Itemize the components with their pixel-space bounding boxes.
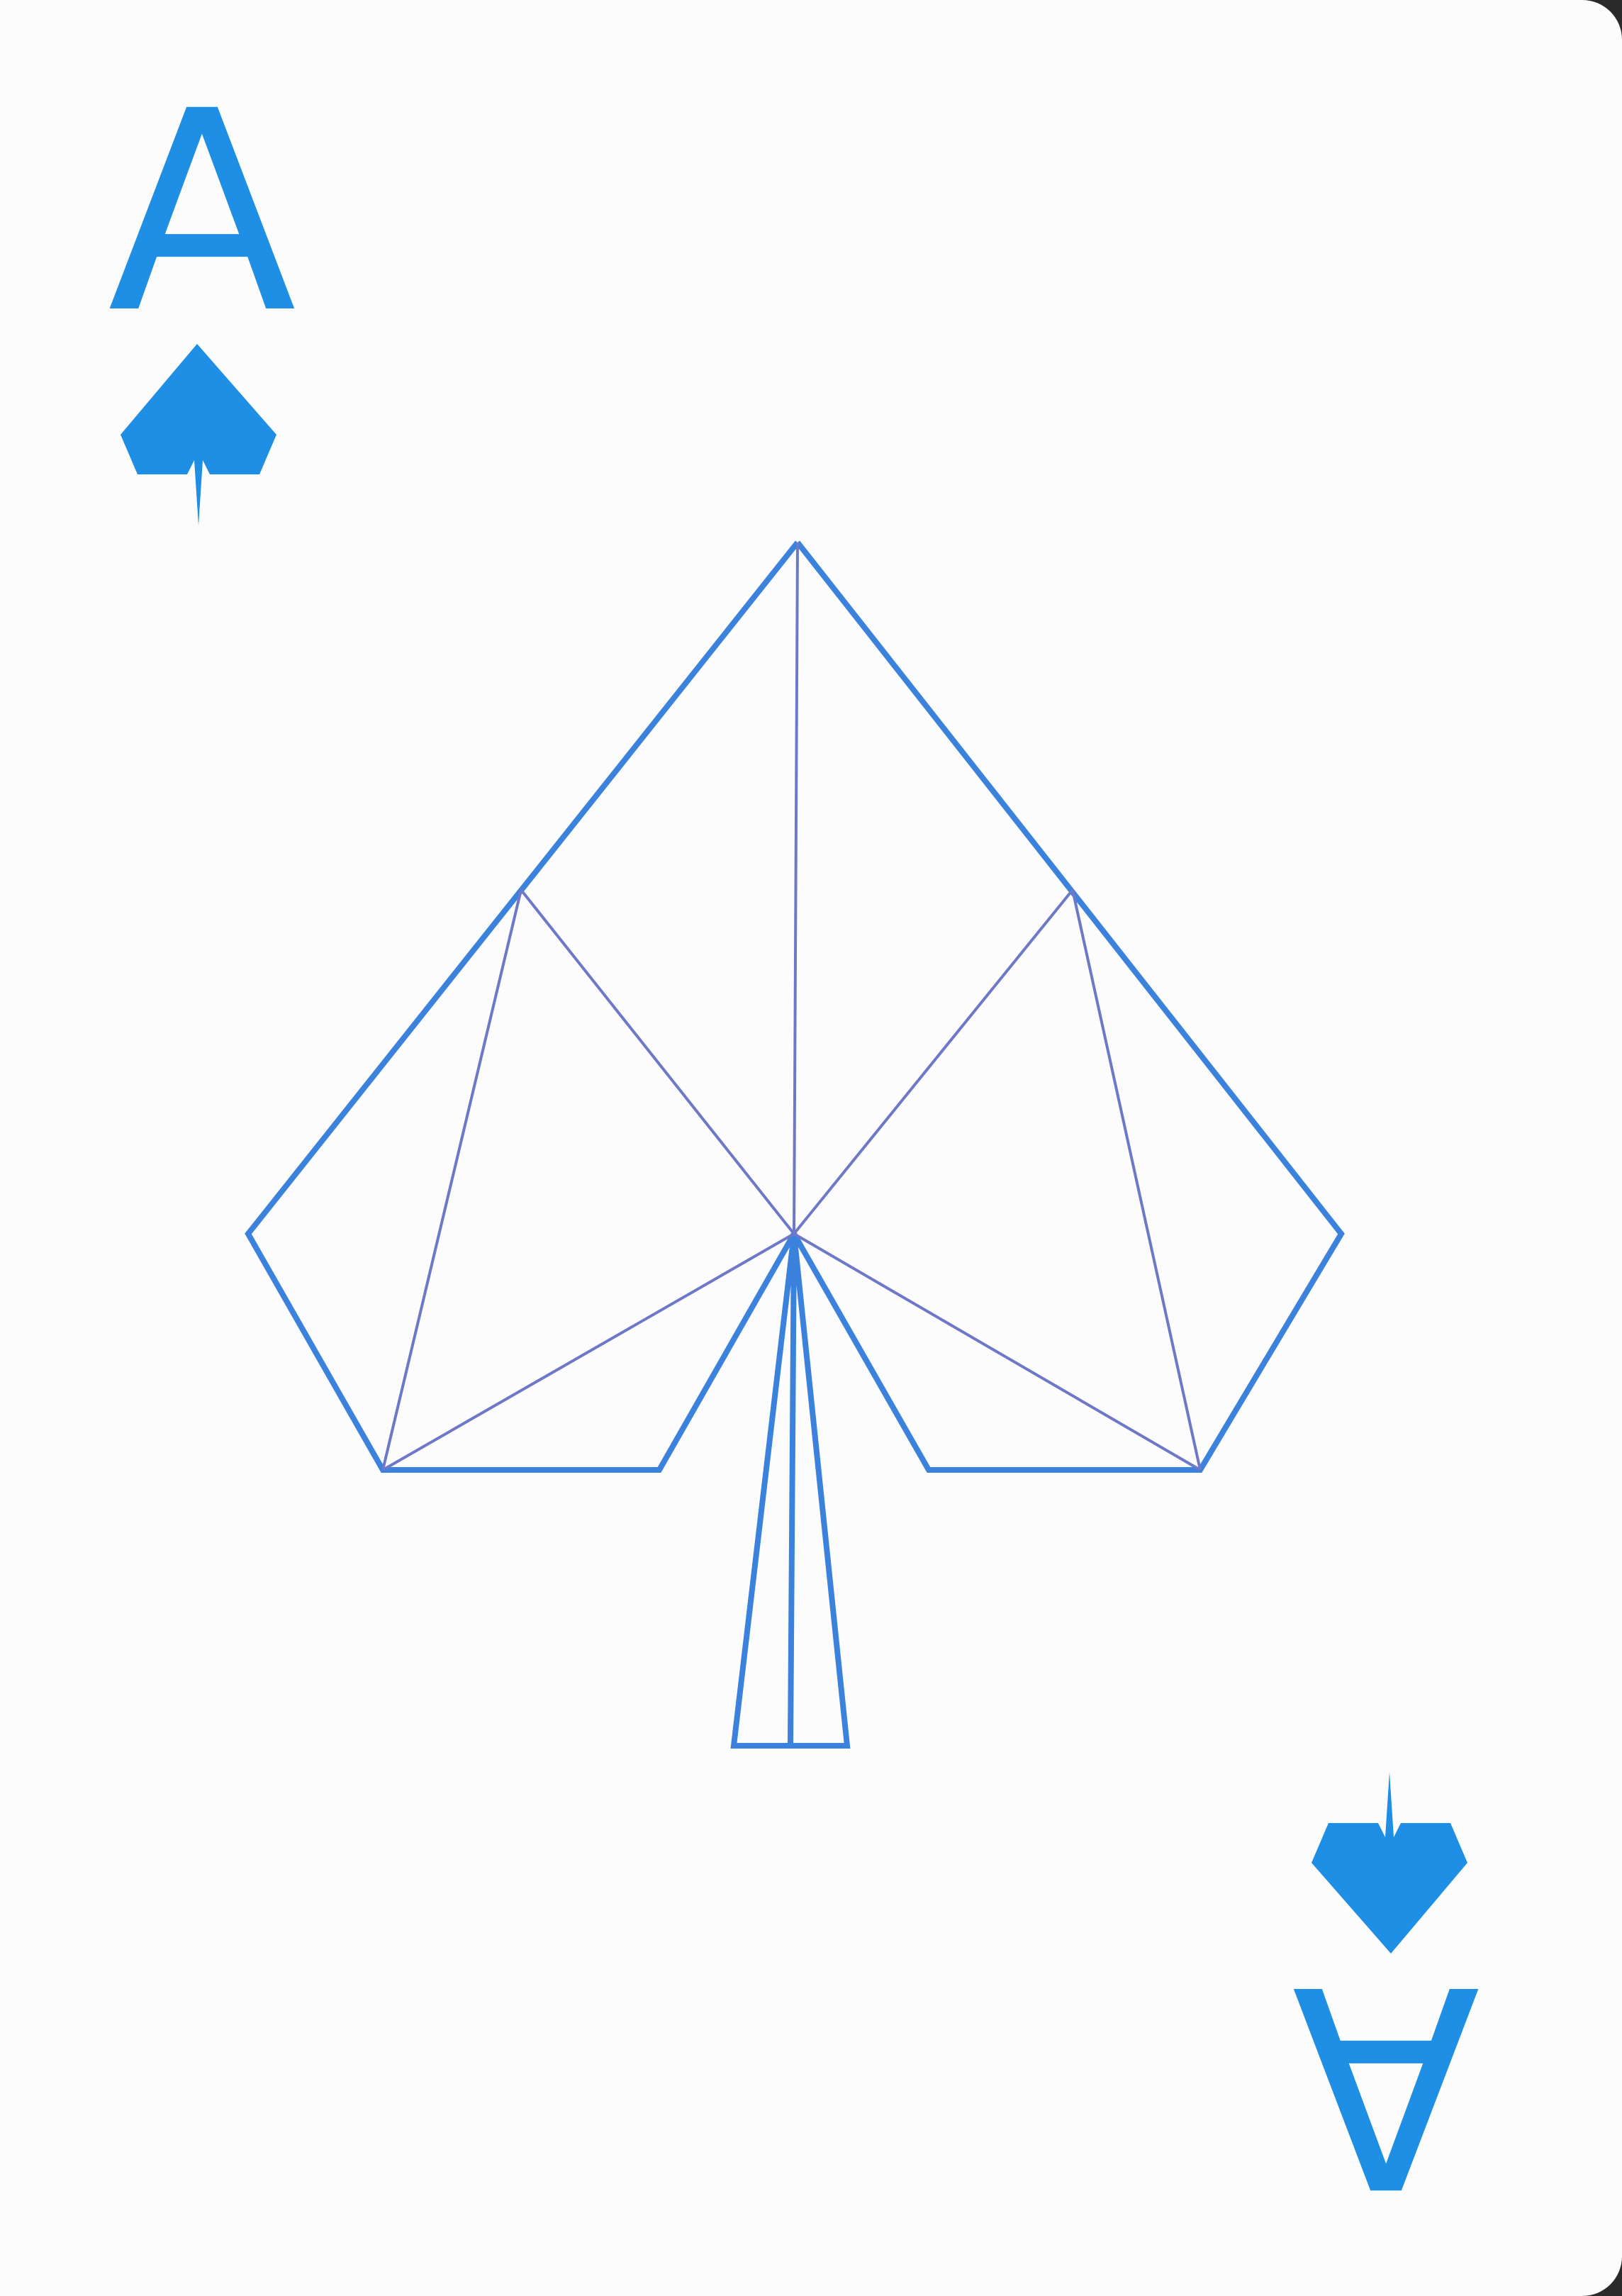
rank-label: A [1298,1924,1481,2246]
corner-index-top-left: A [92,52,305,539]
spade-icon [1311,1772,1467,1954]
spade-icon [121,344,276,525]
rank-label: A [107,52,297,374]
corner-index-bottom-right: A [1283,1759,1496,2246]
